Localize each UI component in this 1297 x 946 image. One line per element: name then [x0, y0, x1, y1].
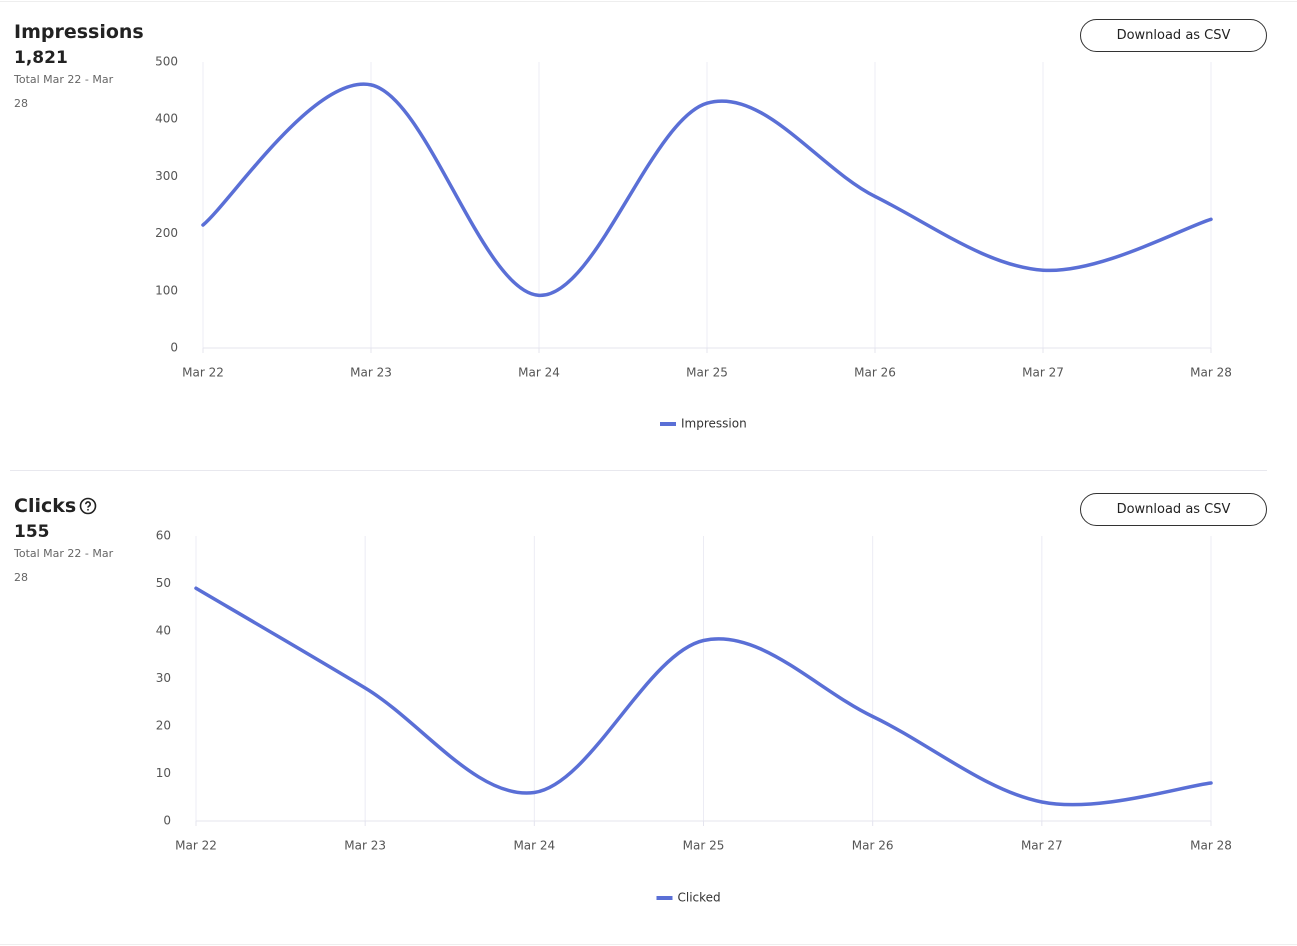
panel-title: Impressions [14, 18, 144, 46]
x-tick-label: Mar 26 [852, 839, 894, 853]
x-tick-label: Mar 24 [513, 839, 555, 853]
x-tick-label: Mar 23 [350, 366, 392, 380]
y-tick-label: 30 [156, 671, 171, 685]
y-tick-label: 60 [156, 529, 171, 543]
x-tick-label: Mar 25 [686, 366, 728, 380]
panel-header: Impressions 1,821 Total Mar 22 - Mar 28 [14, 18, 144, 116]
y-tick-label: 50 [156, 576, 171, 590]
x-tick-label: Mar 26 [854, 366, 896, 380]
x-tick-label: Mar 23 [344, 839, 386, 853]
title-text: Clicks [14, 495, 77, 517]
y-tick-label: 0 [163, 814, 171, 828]
x-tick-label: Mar 27 [1021, 839, 1063, 853]
line-series [194, 586, 1213, 807]
panel-title: Clicks [14, 492, 134, 520]
download-button[interactable]: Download as CSV [1080, 19, 1267, 52]
legend-label: Impression [681, 417, 747, 431]
y-tick-label: 100 [155, 283, 178, 297]
y-tick-label: 0 [170, 341, 178, 355]
download-button[interactable]: Download as CSV [1080, 493, 1267, 526]
x-tick-label: Mar 27 [1022, 366, 1064, 380]
total: 1,821 [14, 48, 68, 68]
y-tick-label: 40 [156, 624, 171, 638]
panel-header: Clicks 155 Total Mar 22 - Mar 28 [14, 492, 134, 590]
help-icon[interactable] [79, 497, 97, 515]
y-tick-label: 400 [155, 112, 178, 126]
x-tick-label: Mar 22 [175, 839, 217, 853]
total: 155 [14, 522, 50, 542]
x-tick-label: Mar 28 [1190, 839, 1232, 853]
y-tick-label: 300 [155, 169, 178, 183]
x-tick-label: Mar 24 [518, 366, 560, 380]
y-tick-label: 10 [156, 766, 171, 780]
line-series [201, 82, 1213, 298]
title-text: Impressions [14, 21, 144, 43]
x-tick-label: Mar 25 [683, 839, 725, 853]
total-caption: Total Mar 22 - Mar 28 [14, 547, 114, 584]
y-tick-label: 200 [155, 226, 178, 240]
legend-label: Clicked [678, 891, 721, 905]
total-caption: Total Mar 22 - Mar 28 [14, 73, 114, 110]
y-tick-label: 500 [155, 55, 178, 69]
y-tick-label: 20 [156, 719, 171, 733]
x-tick-label: Mar 22 [182, 366, 224, 380]
x-tick-label: Mar 28 [1190, 366, 1232, 380]
